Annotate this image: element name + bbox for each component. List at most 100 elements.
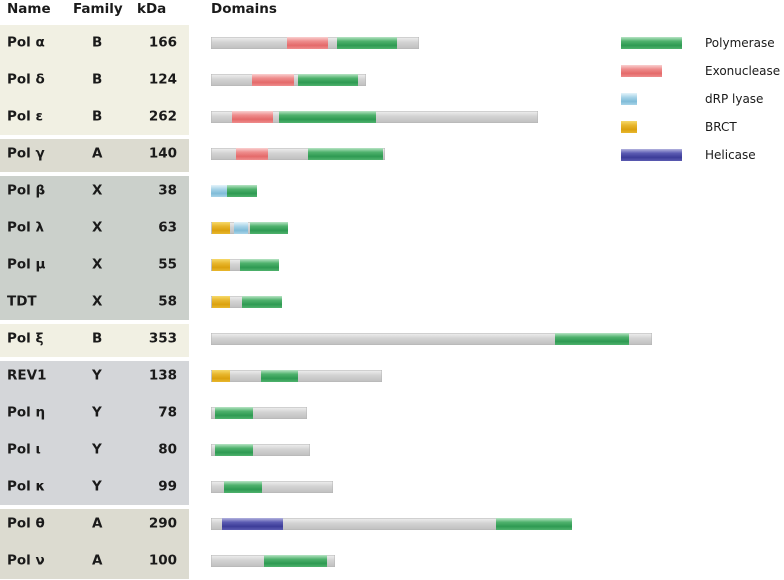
table-row: Pol α B 166 <box>0 25 189 62</box>
legend-label-helicase: Helicase <box>705 148 756 162</box>
table-row: Pol μ X 55 <box>0 247 189 284</box>
polymerase-name: Pol η <box>7 404 46 421</box>
polymerase-family: B <box>92 71 103 88</box>
legend-swatch-drp-lyase <box>621 93 637 105</box>
table-row: TDT X 58 <box>0 284 189 321</box>
legend-swatch-brct <box>621 121 637 133</box>
drp-lyase-domain <box>234 222 248 234</box>
polymerase-name: Pol ι <box>7 441 41 458</box>
exonuclease-domain <box>287 37 328 49</box>
polymerase-family: A <box>92 515 103 532</box>
polymerase-family: X <box>92 219 103 236</box>
header-family: Family <box>73 1 123 17</box>
brct-domain <box>212 259 230 271</box>
polymerase-domain <box>240 259 279 271</box>
polymerase-name: Pol α <box>7 34 45 51</box>
exonuclease-domain <box>252 74 294 86</box>
polymerase-family: Y <box>92 441 102 458</box>
legend-label-drp-lyase: dRP lyase <box>705 92 764 106</box>
drp-lyase-domain <box>211 185 227 197</box>
polymerase-kda: 138 <box>148 367 177 384</box>
table-row: Pol θ A 290 <box>0 506 189 543</box>
polymerase-family: B <box>92 108 103 125</box>
polymerase-kda: 290 <box>148 515 177 532</box>
family-group-band <box>0 508 189 579</box>
legend-swatch-exonuclease <box>621 65 662 77</box>
header-kda: kDa <box>137 1 167 17</box>
polymerase-kda: 262 <box>148 108 177 125</box>
exonuclease-domain <box>236 148 268 160</box>
polymerase-name: Pol μ <box>7 256 46 273</box>
legend-label-polymerase: Polymerase <box>705 36 775 50</box>
polymerase-kda: 78 <box>158 404 177 421</box>
brct-domain <box>212 222 230 234</box>
protein-bar <box>211 444 310 456</box>
family-group-band <box>0 24 189 135</box>
polymerase-kda: 140 <box>148 145 177 162</box>
polymerase-name: Pol β <box>7 182 46 199</box>
table-row: Pol ι Y 80 <box>0 432 189 469</box>
protein-bar <box>211 333 652 345</box>
polymerase-domain <box>227 185 257 197</box>
polymerase-family: X <box>92 182 103 199</box>
protein-bar <box>211 296 282 308</box>
polymerase-name: Pol κ <box>7 478 46 495</box>
polymerase-name: Pol ν <box>7 552 45 569</box>
polymerase-kda: 100 <box>148 552 177 569</box>
polymerase-name: Pol δ <box>7 71 45 88</box>
polymerase-kda: 63 <box>158 219 177 236</box>
polymerase-kda: 99 <box>158 478 177 495</box>
table-row: Pol β X 38 <box>0 173 189 210</box>
legend-label-brct: BRCT <box>705 120 737 134</box>
protein-bar <box>211 407 307 419</box>
protein-bar <box>211 481 333 493</box>
polymerase-kda: 124 <box>148 71 177 88</box>
legend-label-exonuclease: Exonuclease <box>705 64 781 78</box>
polymerase-domain <box>250 222 288 234</box>
polymerase-domain <box>555 333 629 345</box>
protein-bar <box>211 259 279 271</box>
polymerase-name: Pol λ <box>7 219 45 236</box>
polymerase-family: B <box>92 34 103 51</box>
polymerase-domain <box>496 518 572 530</box>
polymerase-name: Pol ξ <box>7 330 44 347</box>
table-row: Pol κ Y 99 <box>0 469 189 506</box>
polymerase-name: TDT <box>7 293 37 310</box>
polymerase-kda: 58 <box>158 293 177 310</box>
polymerase-family: Y <box>92 367 102 384</box>
table-row: Pol ε B 262 <box>0 99 189 136</box>
exonuclease-domain <box>232 111 273 123</box>
protein-bar <box>211 370 382 382</box>
table-row: Pol γ A 140 <box>0 136 189 173</box>
polymerase-family: A <box>92 552 103 569</box>
protein-bar <box>211 148 385 160</box>
polymerase-kda: 38 <box>158 182 177 199</box>
brct-domain <box>212 370 230 382</box>
polymerase-domain <box>264 555 327 567</box>
polymerase-domain <box>215 444 253 456</box>
polymerase-family: B <box>92 330 103 347</box>
family-group-band <box>0 323 189 357</box>
polymerase-domain <box>224 481 262 493</box>
family-group-band <box>0 138 189 172</box>
polymerase-kda: 80 <box>158 441 177 458</box>
polymerase-domain <box>308 148 383 160</box>
polymerase-family: A <box>92 145 103 162</box>
protein-bar <box>211 37 419 49</box>
protein-bar <box>211 185 257 197</box>
polymerase-domain <box>215 407 253 419</box>
polymerase-domain <box>242 296 282 308</box>
table-row: REV1 Y 138 <box>0 358 189 395</box>
polymerase-domain <box>279 111 376 123</box>
table-row: Pol ν A 100 <box>0 543 189 580</box>
legend-swatch-helicase <box>621 149 682 161</box>
table-row: Pol δ B 124 <box>0 62 189 99</box>
polymerase-family: Y <box>92 404 102 421</box>
polymerase-family: X <box>92 256 103 273</box>
polymerase-kda: 353 <box>148 330 177 347</box>
polymerase-domain <box>298 74 358 86</box>
table-row: Pol η Y 78 <box>0 395 189 432</box>
polymerase-domain <box>337 37 397 49</box>
legend-swatch-polymerase <box>621 37 682 49</box>
polymerase-name: Pol ε <box>7 108 44 125</box>
